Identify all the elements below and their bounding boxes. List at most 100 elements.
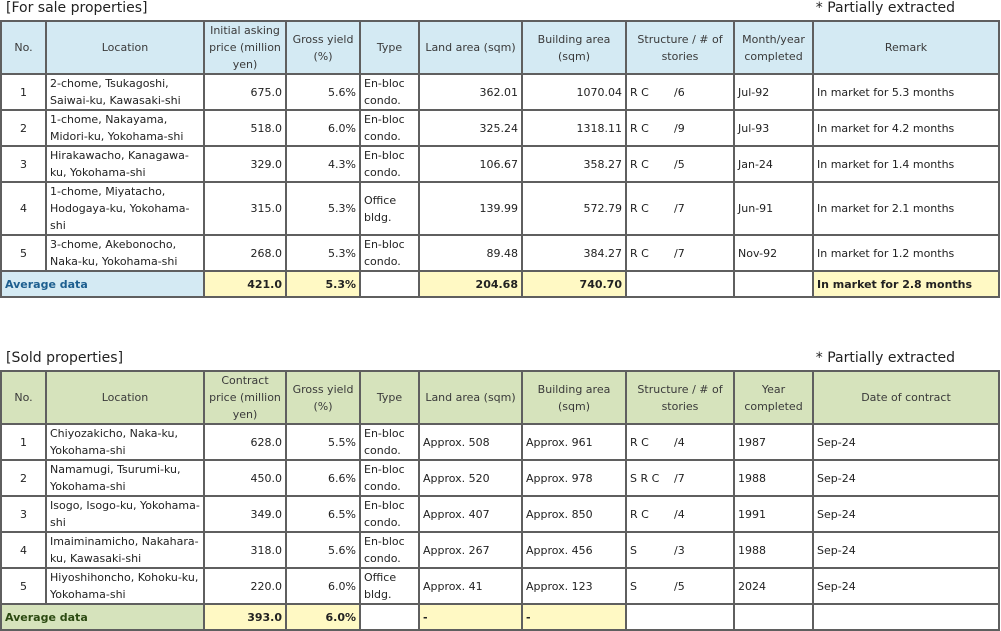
cell-building-area: Approx. 456	[521, 531, 627, 569]
cell-structure: R C/4	[625, 495, 735, 533]
header-completed: Month/year completed	[733, 20, 814, 75]
table-row: 3 Isogo, Isogo-ku, Yokohama-shi 349.0 6.…	[0, 495, 1000, 533]
cell-location: 2-chome, Tsukagoshi, Saiwai-ku, Kawasaki…	[45, 73, 205, 111]
cell-contract-date: Sep-24	[812, 567, 1000, 605]
cell-type: En-bloc condo.	[359, 145, 420, 183]
cell-price: 675.0	[203, 73, 287, 111]
cell-yield: 5.3%	[285, 181, 361, 236]
cell-no: 1	[0, 73, 47, 111]
structure-type: S	[630, 579, 637, 593]
cell-yield: 5.3%	[285, 234, 361, 272]
cell-yield: 6.6%	[285, 459, 361, 497]
header-building-area: Building area (sqm)	[521, 370, 627, 425]
cell-building-area: Approx. 850	[521, 495, 627, 533]
cell-no: 4	[0, 531, 47, 569]
cell-contract-date: Sep-24	[812, 495, 1000, 533]
average-yield: 6.0%	[285, 603, 361, 631]
cell-contract-date: Sep-24	[812, 423, 1000, 461]
structure-type: R C	[630, 121, 649, 135]
header-land-area: Land area (sqm)	[418, 20, 523, 75]
section-title: [Sold properties]	[6, 350, 124, 366]
header-completed: Year completed	[733, 370, 814, 425]
cell-completed: Jul-93	[733, 109, 814, 147]
table-row: 1 Chiyozakicho, Naka-ku, Yokohama-shi 62…	[0, 423, 1000, 461]
stories: /7	[674, 202, 685, 215]
cell-land-area: Approx. 407	[418, 495, 523, 533]
average-building-area: 740.70	[521, 270, 627, 298]
cell-remark: In market for 5.3 months	[812, 73, 1000, 111]
cell-price: 628.0	[203, 423, 287, 461]
empty-cell	[359, 603, 420, 631]
cell-location: Hiyoshihoncho, Kohoku-ku, Yokohama-shi	[45, 567, 205, 605]
cell-no: 5	[0, 234, 47, 272]
cell-type: En-bloc condo.	[359, 423, 420, 461]
header-contract-date: Date of contract	[812, 370, 1000, 425]
cell-no: 3	[0, 495, 47, 533]
table-row: 4 Imaiminamicho, Nakahara-ku, Kawasaki-s…	[0, 531, 1000, 569]
average-remark: In market for 2.8 months	[812, 270, 1000, 298]
cell-location: Chiyozakicho, Naka-ku, Yokohama-shi	[45, 423, 205, 461]
structure-type: S	[630, 543, 637, 557]
structure-type: R C	[630, 202, 649, 215]
cell-location: 3-chome, Akebonocho, Naka-ku, Yokohama-s…	[45, 234, 205, 272]
cell-no: 1	[0, 423, 47, 461]
header-type: Type	[359, 370, 420, 425]
cell-completed: 1988	[733, 459, 814, 497]
average-price: 421.0	[203, 270, 287, 298]
cell-contract-date: Sep-24	[812, 531, 1000, 569]
header-land-area: Land area (sqm)	[418, 370, 523, 425]
structure-type: R C	[630, 85, 649, 99]
cell-no: 2	[0, 109, 47, 147]
cell-building-area: 358.27	[521, 145, 627, 183]
header-type: Type	[359, 20, 420, 75]
stories: /5	[674, 157, 685, 171]
cell-yield: 6.5%	[285, 495, 361, 533]
stories: /7	[674, 471, 685, 485]
structure-type: R C	[630, 507, 649, 521]
cell-yield: 6.0%	[285, 109, 361, 147]
cell-building-area: Approx. 123	[521, 567, 627, 605]
cell-completed: Jun-91	[733, 181, 814, 236]
cell-structure: R C/7	[625, 234, 735, 272]
cell-yield: 5.5%	[285, 423, 361, 461]
cell-no: 3	[0, 145, 47, 183]
cell-land-area: Approx. 520	[418, 459, 523, 497]
cell-remark: In market for 4.2 months	[812, 109, 1000, 147]
cell-structure: R C/9	[625, 109, 735, 147]
for-sale-section: [For sale properties] * Partially extrac…	[0, 0, 1001, 300]
cell-completed: Nov-92	[733, 234, 814, 272]
table-row: 5 3-chome, Akebonocho, Naka-ku, Yokohama…	[0, 234, 1000, 272]
stories: /4	[674, 507, 685, 521]
cell-land-area: Approx. 508	[418, 423, 523, 461]
cell-building-area: 572.79	[521, 181, 627, 236]
average-building-area: -	[521, 603, 627, 631]
cell-structure: S/5	[625, 567, 735, 605]
cell-price: 329.0	[203, 145, 287, 183]
cell-yield: 5.6%	[285, 73, 361, 111]
cell-type: Office bldg.	[359, 181, 420, 236]
cell-type: Office bldg.	[359, 567, 420, 605]
header-yield: Gross yield (%)	[285, 20, 361, 75]
header-location: Location	[45, 370, 205, 425]
cell-building-area: Approx. 978	[521, 459, 627, 497]
structure-type: R C	[630, 435, 649, 449]
cell-no: 4	[0, 181, 47, 236]
average-price: 393.0	[203, 603, 287, 631]
cell-completed: Jul-92	[733, 73, 814, 111]
average-label: Average data	[0, 603, 205, 631]
cell-price: 518.0	[203, 109, 287, 147]
cell-completed: Jan-24	[733, 145, 814, 183]
cell-land-area: 362.01	[418, 73, 523, 111]
empty-cell	[359, 270, 420, 298]
cell-location: 1-chome, Miyatacho, Hodogaya-ku, Yokoham…	[45, 181, 205, 236]
header-location: Location	[45, 20, 205, 75]
section-note: * Partially extracted	[815, 0, 955, 16]
cell-type: En-bloc condo.	[359, 531, 420, 569]
stories: /3	[674, 543, 685, 557]
cell-price: 450.0	[203, 459, 287, 497]
cell-location: Namamugi, Tsurumi-ku, Yokohama-shi	[45, 459, 205, 497]
cell-structure: S R C/7	[625, 459, 735, 497]
for-sale-table: No. Location Initial asking price (milli…	[0, 20, 1000, 298]
header-remark: Remark	[812, 20, 1000, 75]
cell-location: Hirakawacho, Kanagawa-ku, Yokohama-shi	[45, 145, 205, 183]
